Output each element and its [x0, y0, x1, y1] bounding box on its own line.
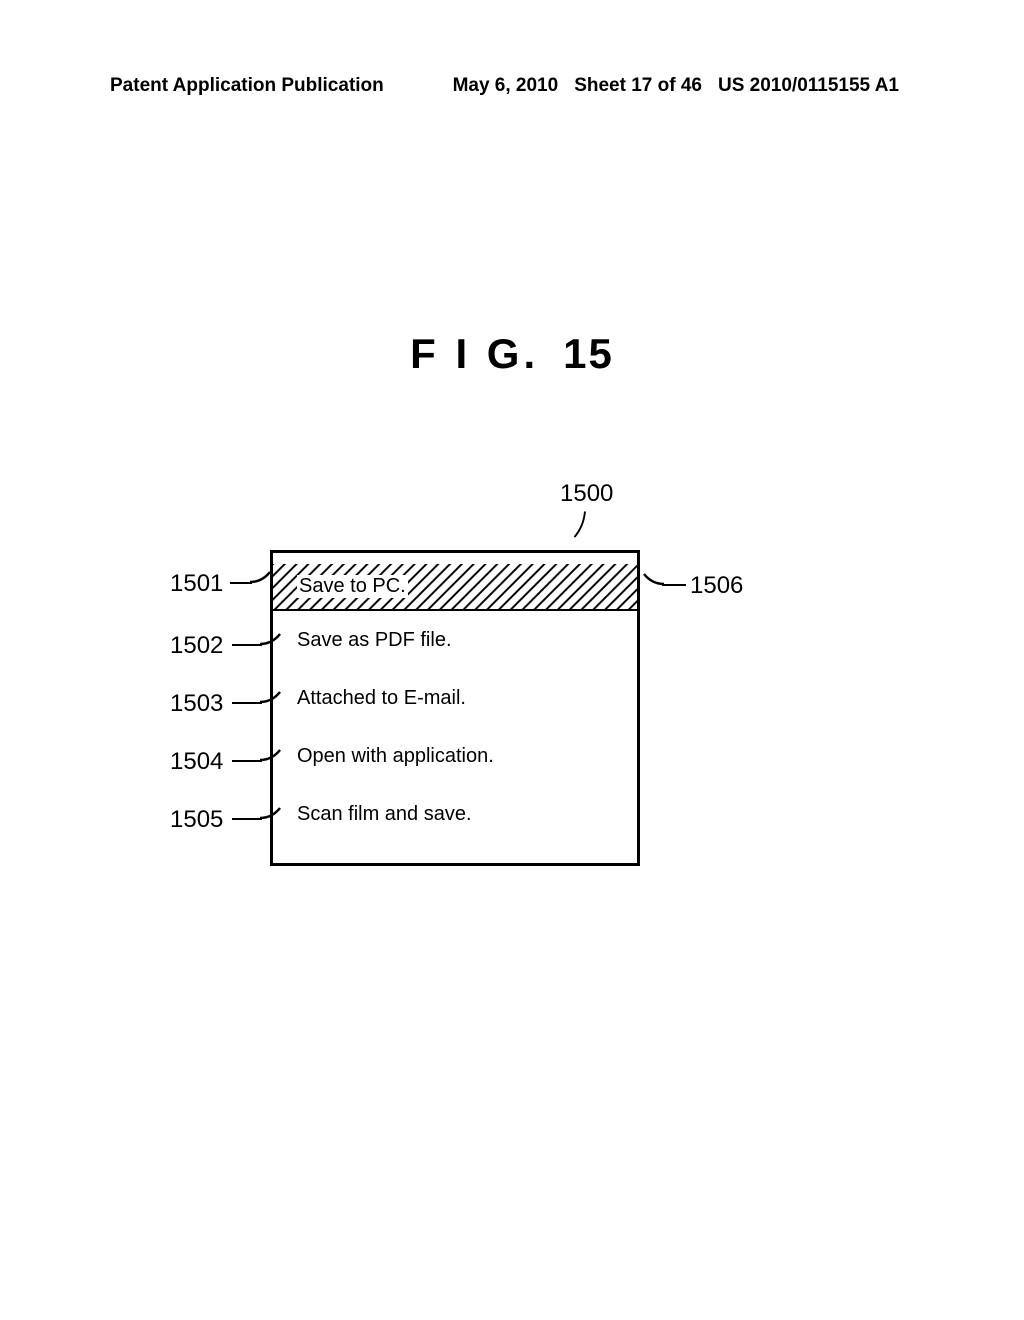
- callout-1503: 1503: [170, 690, 223, 718]
- page-header: Patent Application Publication May 6, 20…: [0, 75, 1024, 97]
- leader-1504-curve: [258, 746, 284, 772]
- menu-row-3-label: Attached to E-mail.: [297, 687, 466, 710]
- menu-row-5-label: Scan film and save.: [297, 803, 472, 826]
- menu-row-4: Open with application.: [273, 727, 637, 785]
- callout-1501: 1501: [170, 570, 223, 598]
- leader-1503-curve: [258, 688, 284, 714]
- callout-1504: 1504: [170, 748, 223, 776]
- header-pubnum: US 2010/0115155 A1: [718, 75, 899, 97]
- callout-1500: 1500: [560, 480, 613, 508]
- header-sheet: Sheet 17 of 46: [574, 75, 702, 97]
- leader-1505-curve: [258, 804, 284, 830]
- leader-1502-curve: [258, 630, 284, 656]
- menu-row-1-label: Save to PC.: [297, 575, 408, 598]
- leader-1501-curve: [248, 568, 274, 594]
- header-right: May 6, 2010 Sheet 17 of 46 US 2010/01151…: [453, 75, 899, 97]
- menu-row-1: Save to PC.: [273, 563, 637, 611]
- menu-row-2: Save as PDF file.: [273, 611, 637, 669]
- leader-1506-curve: [640, 570, 666, 596]
- figure-title-prefix: F I G.: [410, 330, 539, 377]
- callout-1506: 1506: [690, 572, 743, 600]
- menu-row-2-label: Save as PDF file.: [297, 629, 452, 652]
- header-left: Patent Application Publication: [110, 75, 384, 97]
- menu-row-5: Scan film and save.: [273, 785, 637, 843]
- callout-1502: 1502: [170, 632, 223, 660]
- box-top-spacer: [273, 553, 637, 563]
- leader-curve-1500: [565, 510, 605, 540]
- box-bottom-spacer: [273, 843, 637, 863]
- menu-row-4-label: Open with application.: [297, 745, 494, 768]
- header-date: May 6, 2010: [453, 75, 559, 97]
- menu-box: Save to PC. Save as PDF file. Attached t…: [270, 550, 640, 866]
- figure-title-number: 15: [563, 330, 614, 377]
- figure-title: F I G. 15: [0, 330, 1024, 378]
- callout-1505: 1505: [170, 806, 223, 834]
- menu-row-3: Attached to E-mail.: [273, 669, 637, 727]
